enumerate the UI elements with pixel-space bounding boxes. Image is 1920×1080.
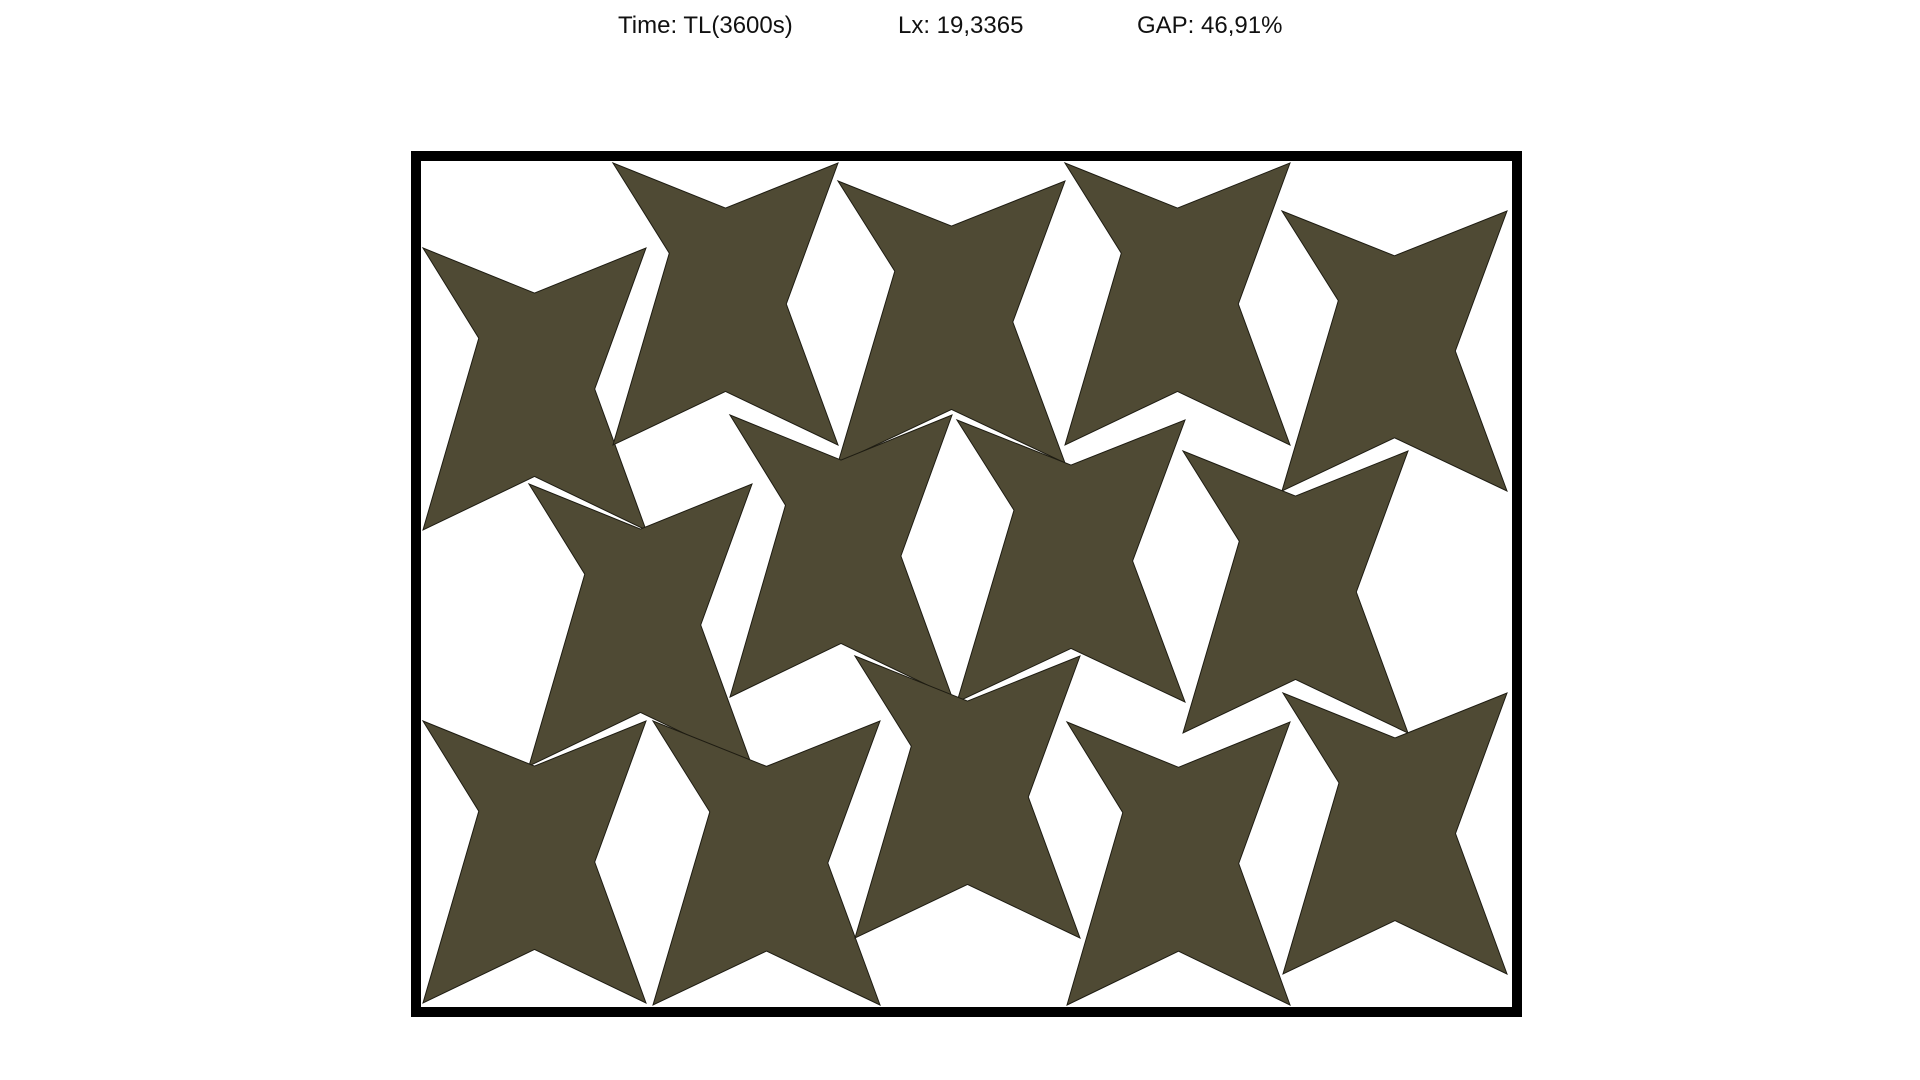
- star-piece-14: [1281, 691, 1508, 975]
- star-piece-5: [1280, 209, 1508, 492]
- star-piece-8: [955, 418, 1186, 703]
- pieces-layer: [421, 161, 1508, 1006]
- star-piece-11: [651, 719, 881, 1006]
- star-piece-3: [836, 179, 1066, 464]
- stats-header: Time: TL(3600s) Lx: 19,3365 GAP: 46,91%: [0, 12, 1920, 42]
- star-piece-10: [421, 719, 647, 1004]
- lx-value-label: Lx: 19,3365: [898, 12, 1024, 39]
- star-piece-9: [1181, 449, 1409, 734]
- time-limit-label: Time: TL(3600s): [618, 12, 793, 39]
- gap-percentage-label: GAP: 46,91%: [1137, 12, 1283, 39]
- star-piece-12: [853, 654, 1081, 939]
- star-piece-13: [1065, 720, 1291, 1006]
- star-piece-4: [1063, 161, 1291, 446]
- star-piece-2: [611, 161, 839, 446]
- container-border: [411, 151, 1522, 1017]
